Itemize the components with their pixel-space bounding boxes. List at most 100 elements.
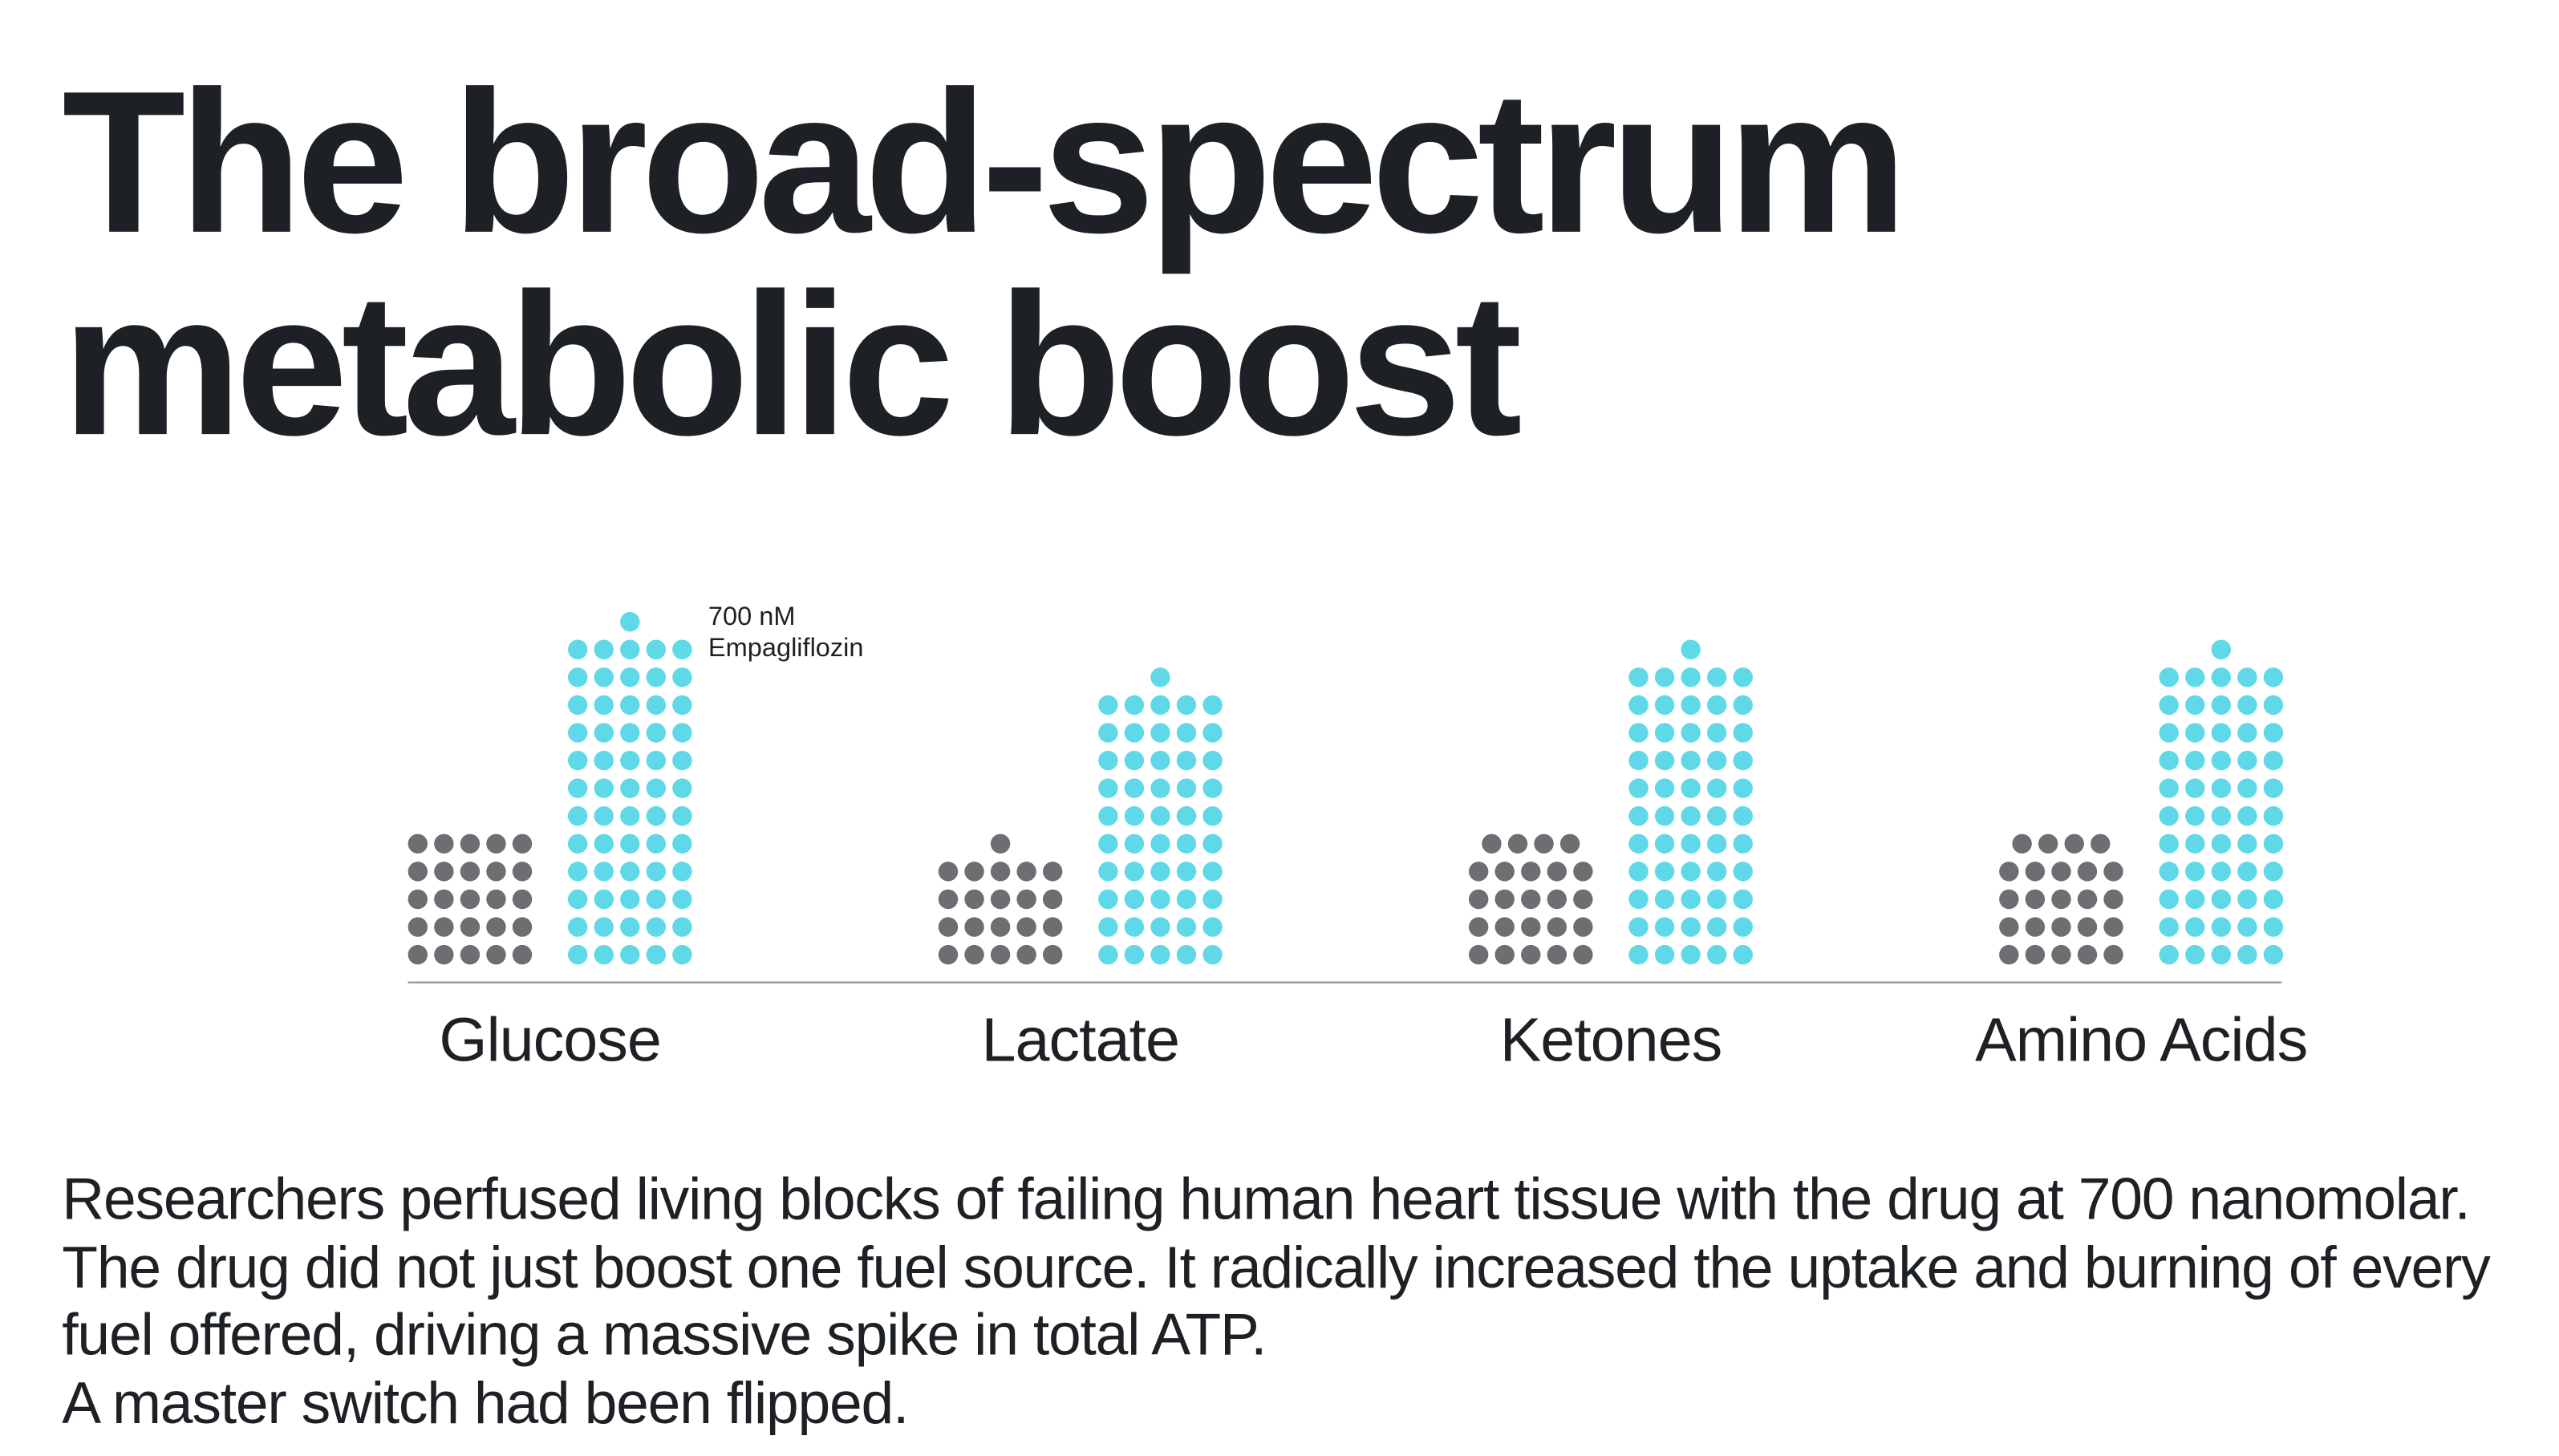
dot — [1176, 805, 1197, 826]
dot — [2185, 695, 2205, 716]
dot — [672, 805, 692, 826]
dot — [1124, 944, 1145, 965]
dot — [2091, 833, 2111, 854]
dot — [1176, 889, 1197, 910]
dot — [408, 917, 428, 937]
dot — [434, 889, 454, 910]
dot — [2237, 778, 2257, 798]
dot — [646, 639, 667, 659]
dot — [1628, 862, 1649, 882]
dot — [1098, 778, 1118, 798]
dot — [594, 889, 614, 910]
dot — [2185, 805, 2205, 826]
dot — [2025, 889, 2046, 910]
dot — [938, 944, 959, 965]
dot-column — [1098, 667, 1223, 965]
dot — [672, 944, 692, 965]
dot — [1202, 833, 1223, 854]
dot — [2159, 667, 2179, 687]
dot — [2263, 917, 2284, 937]
dot — [567, 917, 588, 937]
dot — [1628, 889, 1649, 910]
x-tick-label: Glucose — [439, 1005, 660, 1074]
dot — [1098, 695, 1118, 716]
dot — [938, 917, 959, 937]
dot — [2263, 805, 2284, 826]
dot — [964, 862, 984, 882]
dot-column — [2159, 639, 2284, 965]
dot-column — [567, 611, 692, 965]
dot — [1176, 833, 1197, 854]
dot — [646, 889, 667, 910]
paragraph: A master switch had been flipped. — [62, 1368, 909, 1436]
dot — [620, 723, 640, 743]
dot — [1202, 917, 1223, 937]
dot — [1706, 778, 1727, 798]
dot — [512, 833, 533, 854]
dot — [2025, 862, 2046, 882]
dot — [1681, 862, 1701, 882]
dot — [1681, 639, 1701, 659]
dot — [672, 750, 692, 771]
dot — [1098, 944, 1118, 965]
dot — [620, 611, 640, 632]
dot — [1507, 833, 1528, 854]
dot — [1124, 805, 1145, 826]
dot — [990, 944, 1011, 965]
dot — [567, 695, 588, 716]
dot — [646, 723, 667, 743]
dot — [2263, 695, 2284, 716]
dot — [408, 944, 428, 965]
dot — [1521, 944, 1541, 965]
dot — [2263, 750, 2284, 771]
dot — [434, 944, 454, 965]
dot — [1559, 833, 1580, 854]
dot — [1681, 833, 1701, 854]
dot — [2237, 805, 2257, 826]
dot — [1016, 917, 1036, 937]
dot — [620, 778, 640, 798]
dot — [1150, 778, 1170, 798]
dot — [2211, 750, 2232, 771]
dot — [1468, 917, 1489, 937]
dot — [1706, 944, 1727, 965]
dot — [1654, 944, 1675, 965]
dot — [2012, 833, 2032, 854]
dot — [2185, 667, 2205, 687]
dot — [1628, 723, 1649, 743]
dot-column — [408, 833, 533, 965]
dot — [594, 695, 614, 716]
dot — [1202, 862, 1223, 882]
dot — [2211, 695, 2232, 716]
dot — [1098, 723, 1118, 743]
dot — [1706, 862, 1727, 882]
dot-column — [938, 833, 1063, 965]
dot — [1628, 805, 1649, 826]
dot — [567, 862, 588, 882]
dot — [1202, 750, 1223, 771]
dot — [2263, 889, 2284, 910]
dot — [512, 944, 533, 965]
dot — [1681, 778, 1701, 798]
dot — [672, 723, 692, 743]
dot — [2159, 917, 2179, 937]
dot — [408, 862, 428, 882]
dot — [1628, 917, 1649, 937]
dot — [620, 805, 640, 826]
x-tick-label: Ketones — [1500, 1005, 1722, 1074]
dot — [2237, 944, 2257, 965]
dot — [460, 917, 481, 937]
dot — [1042, 917, 1063, 937]
dot — [620, 944, 640, 965]
dot — [1468, 889, 1489, 910]
dot — [1150, 667, 1170, 687]
dot — [1482, 833, 1502, 854]
dot — [1628, 944, 1649, 965]
dot — [594, 750, 614, 771]
dot-column — [1999, 833, 2123, 965]
dot — [646, 805, 667, 826]
dot — [646, 695, 667, 716]
dot — [1681, 805, 1701, 826]
